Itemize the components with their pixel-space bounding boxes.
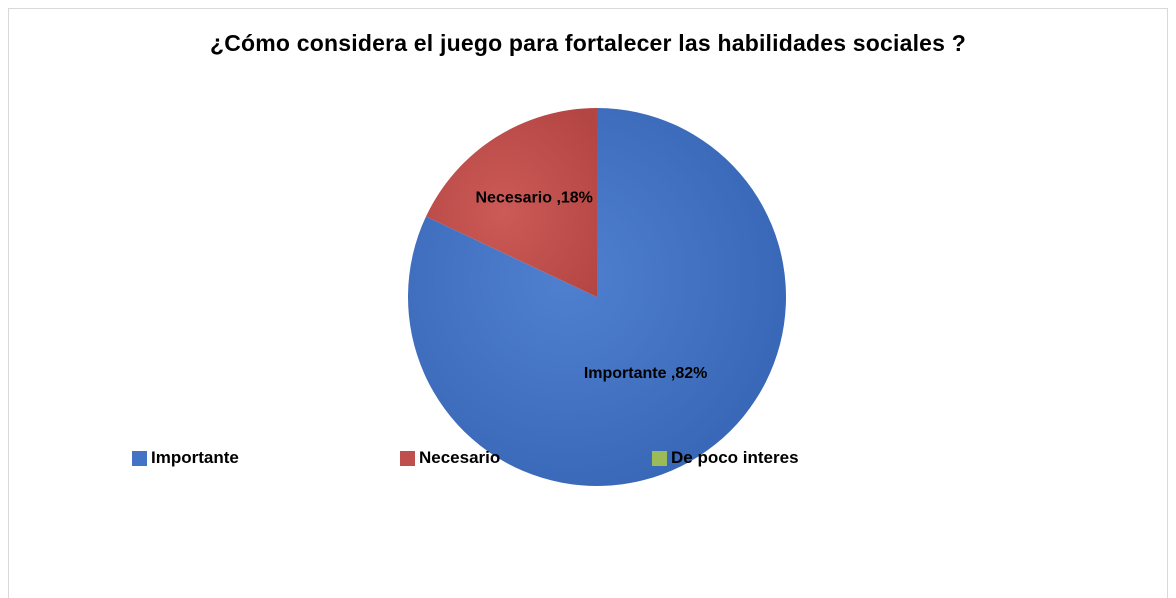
legend-swatch-necesario [400, 450, 415, 466]
data-label-necesario: Necesario ,18% [476, 189, 593, 206]
chart-title: ¿Cómo considera el juego para fortalecer… [209, 30, 967, 56]
legend-swatch-de-poco-interes [652, 450, 667, 466]
pie-data-labels: Importante ,82% Necesario ,18% [476, 189, 708, 382]
legend-swatch-importante [132, 450, 147, 466]
legend-item-de-poco-interes: De poco interes [652, 448, 799, 468]
legend-item-importante: Importante [132, 448, 239, 468]
legend-item-necesario: Necesario [400, 448, 500, 468]
pie-slices [407, 107, 787, 486]
pie-slice-necesario [425, 107, 597, 297]
legend-label-importante: Importante [151, 448, 239, 467]
data-label-importante: Importante ,82% [584, 365, 708, 382]
legend-label-de-poco-interes: De poco interes [671, 448, 799, 467]
legend-label-necesario: Necesario [419, 448, 501, 467]
